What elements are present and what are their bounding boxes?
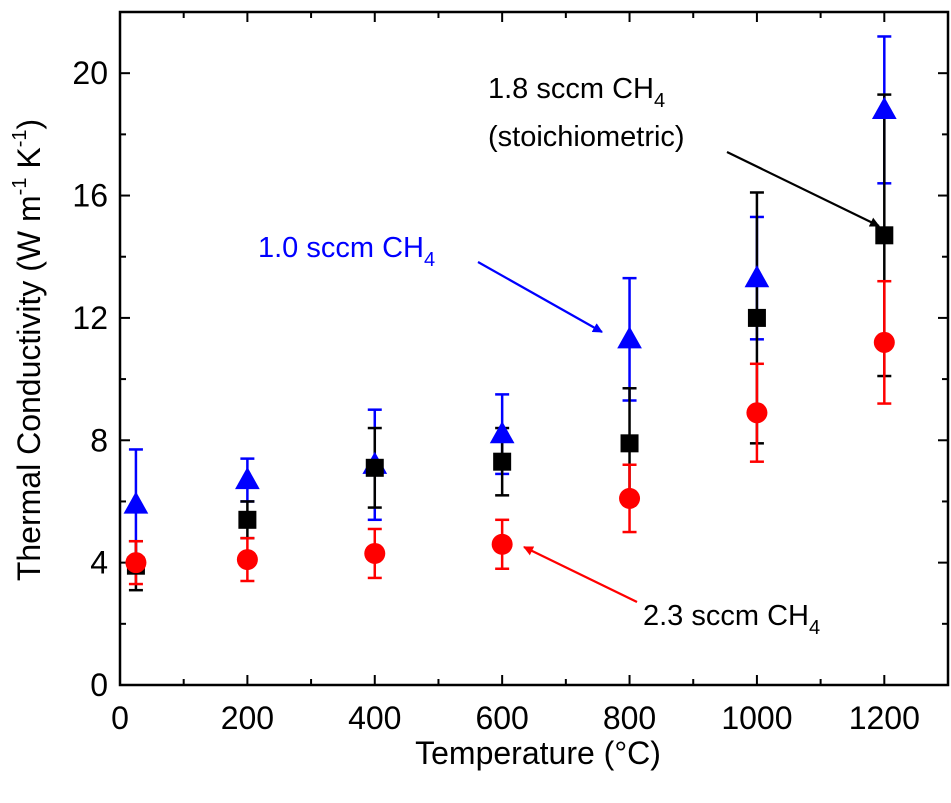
data-points [123, 96, 897, 575]
triangle-point [617, 326, 642, 349]
triangle-point [123, 491, 149, 514]
circle-point [125, 552, 147, 574]
triangle-point [871, 96, 897, 119]
x-tick-label: 0 [111, 700, 129, 736]
y-tick-label: 8 [90, 422, 108, 458]
x-tick-label: 200 [221, 700, 274, 736]
square-point [365, 458, 384, 477]
annotation-stoichiometric: (stoichiometric) [488, 121, 685, 153]
y-tick-label: 4 [90, 545, 108, 581]
square-point [620, 434, 639, 453]
plot-frame [118, 10, 950, 687]
axis-tick-labels: 0 200 400 600 800 1000 1200 0 4 8 12 16 20 [72, 55, 919, 736]
circle-point [619, 487, 641, 509]
square-point [875, 226, 894, 245]
axis-ticks [119, 12, 948, 686]
x-tick-label: 1000 [721, 700, 792, 736]
annotation-2-3-sccm: 2.3 sccm CH4 [643, 600, 820, 639]
x-tick-label: 1200 [849, 700, 920, 736]
square-point [238, 510, 257, 529]
annotation-1-0-sccm: 1.0 sccm CH4 [258, 232, 435, 271]
y-tick-label: 20 [72, 55, 108, 91]
triangle-point [489, 421, 515, 444]
x-tick-label: 600 [475, 700, 528, 736]
annotation-arrow-2-3-sccm [523, 546, 638, 603]
y-tick-label: 0 [90, 667, 108, 703]
circle-point [491, 533, 513, 555]
y-tick-label: 16 [72, 178, 108, 214]
triangle-point [744, 265, 770, 288]
x-tick-label: 400 [348, 700, 401, 736]
circle-point [236, 549, 258, 571]
x-axis-label: Temperature (°C) [415, 735, 661, 771]
circle-point [364, 542, 386, 564]
annotation-1-8-sccm: 1.8 sccm CH4 [488, 73, 665, 112]
circle-point [873, 331, 895, 353]
annotation-arrow-1-0-sccm [477, 261, 603, 333]
y-tick-label: 12 [72, 300, 108, 336]
circle-point [746, 402, 768, 424]
error-bars [128, 35, 892, 592]
square-point [747, 308, 766, 327]
square-point [493, 452, 512, 471]
triangle-point [235, 467, 260, 490]
annotation-arrow-1-8-sccm [726, 151, 880, 227]
y-axis-label: Thermal Conductivity (W m-1 K-1) [9, 119, 47, 581]
x-tick-label: 800 [603, 700, 656, 736]
